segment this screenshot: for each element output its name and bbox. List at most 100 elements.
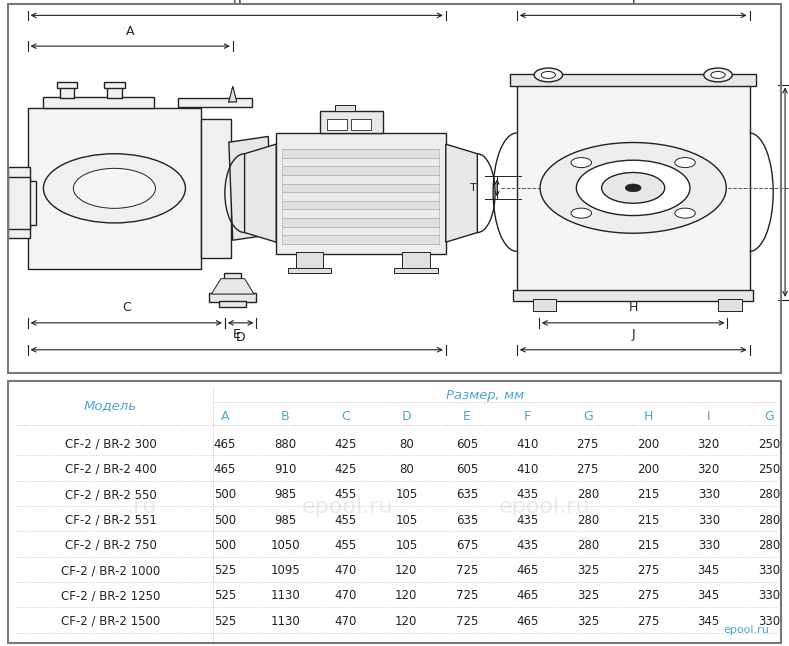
Text: 500: 500 (214, 539, 236, 552)
Circle shape (576, 160, 690, 216)
Bar (282, 218, 439, 227)
Text: G: G (583, 410, 593, 423)
Text: 345: 345 (697, 615, 720, 628)
Text: 985: 985 (275, 514, 297, 526)
Bar (533, 299, 556, 311)
Text: 345: 345 (697, 564, 720, 577)
Bar (327, 119, 347, 130)
Text: G: G (765, 410, 774, 423)
Bar (282, 149, 439, 158)
Text: H: H (629, 302, 638, 315)
Text: 455: 455 (335, 539, 357, 552)
Text: 275: 275 (577, 463, 599, 476)
Bar (288, 267, 331, 273)
Bar (282, 183, 439, 193)
Text: 275: 275 (637, 590, 660, 603)
Text: 455: 455 (335, 514, 357, 526)
Text: CF-2 / BR-2 300: CF-2 / BR-2 300 (65, 438, 156, 451)
Text: 200: 200 (638, 463, 660, 476)
Text: B: B (281, 410, 290, 423)
Text: 435: 435 (516, 539, 538, 552)
Text: 465: 465 (214, 438, 236, 451)
Polygon shape (245, 144, 276, 242)
Text: I: I (707, 410, 711, 423)
Text: 250: 250 (758, 463, 780, 476)
Text: 330: 330 (697, 488, 720, 501)
Text: CF-2 / BR-2 1250: CF-2 / BR-2 1250 (61, 590, 160, 603)
Bar (517, 85, 750, 300)
Circle shape (675, 158, 695, 167)
Bar (394, 267, 438, 273)
Bar (296, 252, 323, 269)
Bar (209, 293, 256, 302)
Bar (282, 235, 439, 244)
Text: 275: 275 (637, 615, 660, 628)
Bar (402, 252, 430, 269)
Bar (22, 181, 36, 225)
Text: epool.ru: epool.ru (499, 497, 590, 517)
Circle shape (534, 68, 563, 82)
Bar (8, 177, 30, 229)
Bar (282, 158, 439, 166)
Text: 410: 410 (516, 463, 539, 476)
Text: 605: 605 (456, 463, 478, 476)
Text: 80: 80 (399, 438, 413, 451)
Text: 500: 500 (214, 488, 236, 501)
Text: J: J (631, 328, 635, 341)
Text: 330: 330 (758, 564, 780, 577)
Circle shape (625, 184, 641, 192)
Text: 280: 280 (577, 539, 599, 552)
Text: 1050: 1050 (271, 539, 300, 552)
Bar (107, 87, 122, 98)
Polygon shape (446, 144, 477, 242)
Circle shape (571, 208, 592, 218)
Text: .ru: .ru (127, 497, 157, 517)
Text: 320: 320 (697, 438, 720, 451)
Text: 105: 105 (395, 514, 417, 526)
Text: 120: 120 (395, 590, 417, 603)
Circle shape (540, 143, 726, 233)
Text: 105: 105 (395, 539, 417, 552)
Bar (320, 112, 383, 132)
Text: 470: 470 (335, 615, 357, 628)
Text: 725: 725 (455, 564, 478, 577)
Text: 435: 435 (516, 514, 538, 526)
Text: Размер, мм: Размер, мм (446, 389, 525, 402)
Text: CF-2 / BR-2 1000: CF-2 / BR-2 1000 (61, 564, 160, 577)
Circle shape (73, 169, 155, 208)
Text: 465: 465 (214, 463, 236, 476)
Text: 525: 525 (214, 615, 236, 628)
Text: 330: 330 (697, 514, 720, 526)
Text: 105: 105 (395, 488, 417, 501)
Text: 330: 330 (697, 539, 720, 552)
Text: 880: 880 (275, 438, 297, 451)
Text: 120: 120 (395, 615, 417, 628)
Text: 330: 330 (758, 615, 780, 628)
Circle shape (601, 172, 664, 203)
Text: 985: 985 (275, 488, 297, 501)
Text: 215: 215 (637, 488, 660, 501)
Text: 280: 280 (758, 488, 780, 501)
Text: 280: 280 (758, 539, 780, 552)
Text: 635: 635 (456, 514, 478, 526)
Text: CF-2 / BR-2 400: CF-2 / BR-2 400 (65, 463, 156, 476)
Text: 280: 280 (758, 514, 780, 526)
Text: 455: 455 (335, 488, 357, 501)
Text: 425: 425 (335, 463, 357, 476)
Text: CF-2 / BR-2 550: CF-2 / BR-2 550 (65, 488, 156, 501)
Text: F: F (524, 410, 531, 423)
Bar (282, 201, 439, 209)
Bar (60, 87, 74, 98)
Text: 425: 425 (335, 438, 357, 451)
Bar (219, 300, 246, 307)
Text: 470: 470 (335, 564, 357, 577)
Text: E: E (463, 410, 471, 423)
Text: 320: 320 (697, 463, 720, 476)
Bar (282, 166, 439, 175)
Bar (276, 132, 446, 254)
Text: 465: 465 (516, 564, 539, 577)
Text: 330: 330 (758, 590, 780, 603)
Text: CF-2 / BR-2 750: CF-2 / BR-2 750 (65, 539, 156, 552)
Circle shape (541, 72, 555, 78)
Text: 605: 605 (456, 438, 478, 451)
